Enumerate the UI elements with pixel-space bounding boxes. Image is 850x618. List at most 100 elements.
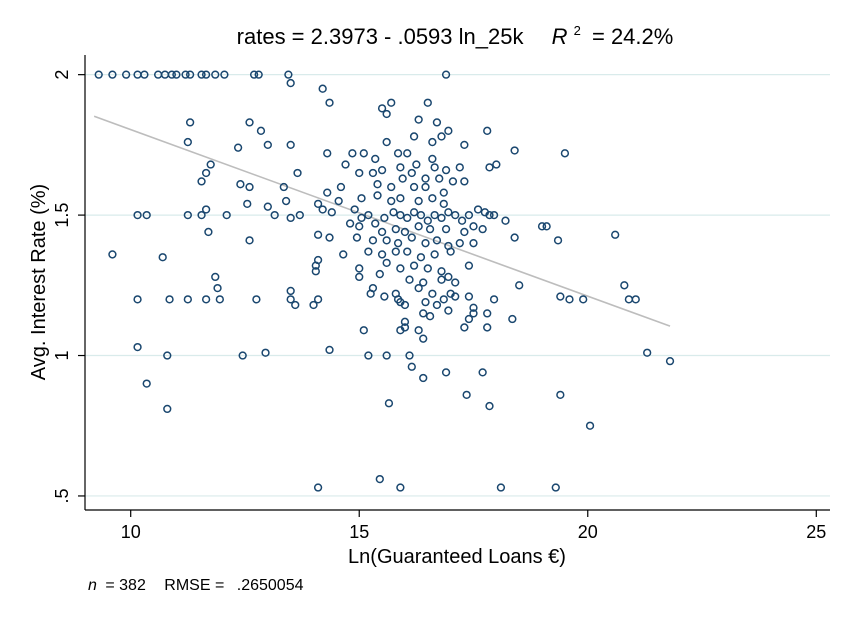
data-point: [398, 174, 407, 183]
data-point: [441, 70, 451, 79]
data-point: [270, 210, 279, 220]
data-point: [542, 222, 551, 231]
data-point: [448, 177, 458, 186]
x-tick-label: 20: [578, 522, 598, 542]
data-point: [368, 168, 378, 178]
data-point: [245, 236, 254, 245]
data-point: [464, 210, 474, 220]
data-point: [428, 194, 437, 203]
data-point: [439, 199, 448, 209]
data-point: [444, 272, 453, 282]
data-point: [206, 160, 215, 169]
data-point: [407, 362, 416, 371]
data-point: [396, 194, 405, 203]
data-point: [405, 275, 414, 284]
data-point: [396, 483, 405, 492]
data-point: [457, 216, 467, 225]
data-point: [460, 140, 469, 150]
data-point: [421, 239, 430, 248]
data-point: [313, 483, 323, 492]
data-point: [389, 208, 398, 217]
data-point: [400, 300, 410, 310]
y-axis-title: Avg. Interest Rate (%): [28, 184, 50, 380]
y-axis-ticks: .5 1 1.5 2: [52, 70, 85, 503]
data-point: [263, 140, 272, 150]
data-point: [375, 269, 384, 279]
x-axis-ticks: 10 15 20 25: [121, 510, 826, 542]
data-point: [382, 137, 391, 147]
data-point: [460, 227, 469, 237]
data-point: [339, 250, 348, 259]
data-point: [508, 314, 517, 324]
data-point: [377, 166, 387, 175]
data-point: [263, 202, 272, 211]
data-point: [483, 309, 492, 318]
data-point: [409, 208, 419, 217]
data-point: [551, 483, 560, 492]
y-tick-label: .5: [52, 488, 72, 503]
data-point: [323, 149, 332, 158]
data-point: [341, 160, 350, 169]
data-point: [348, 149, 357, 158]
data-point: [396, 326, 405, 335]
data-point: [439, 188, 448, 197]
grid-lines: [85, 74, 830, 497]
data-point: [368, 236, 378, 245]
data-point: [464, 261, 474, 270]
data-point: [323, 188, 332, 197]
data-point: [313, 230, 323, 239]
footnote-rmse-label: RMSE =: [164, 577, 224, 594]
data-point: [441, 166, 451, 175]
data-point: [460, 323, 469, 332]
data-point: [197, 210, 206, 220]
data-point: [414, 222, 423, 231]
data-point: [181, 70, 190, 79]
data-point: [579, 295, 588, 304]
data-point: [435, 174, 444, 183]
data-point: [201, 295, 211, 304]
data-point: [437, 267, 446, 276]
data-point: [414, 326, 423, 335]
data-point: [284, 70, 293, 79]
chart-title: rates = 2.3973 - .0593 ln_25k R 2 = 24.2…: [237, 15, 674, 49]
data-point: [421, 182, 430, 192]
data-point: [133, 295, 142, 304]
data-point: [197, 70, 206, 79]
data-point: [309, 300, 318, 310]
data-point: [185, 118, 195, 127]
data-point: [380, 213, 389, 223]
data-point: [364, 351, 373, 360]
data-point: [382, 236, 391, 245]
data-point: [375, 474, 384, 484]
data-point: [313, 295, 323, 304]
data-point: [391, 247, 400, 256]
data-point: [382, 109, 391, 119]
data-point: [414, 283, 423, 293]
data-point: [485, 163, 494, 172]
data-point: [325, 233, 334, 242]
data-point: [451, 278, 460, 287]
data-point: [243, 199, 252, 209]
data-point: [492, 160, 501, 169]
data-point: [140, 70, 149, 79]
data-point: [643, 348, 652, 357]
data-point: [233, 143, 243, 152]
data-point: [245, 118, 254, 127]
data-point: [163, 351, 172, 360]
data-point: [286, 78, 295, 88]
data-point: [133, 210, 142, 220]
title-equation: rates = 2.3973 - .0593 ln_25k: [237, 24, 525, 49]
footnote-n-label: n: [88, 577, 97, 594]
data-point: [396, 210, 405, 220]
data-point: [496, 483, 506, 492]
data-point: [311, 267, 320, 276]
data-point: [432, 118, 442, 127]
footnote: n = 382 RMSE = .2650054: [88, 577, 304, 594]
x-axis-title: Ln(Guaranteed Loans €): [348, 546, 566, 568]
data-point: [631, 295, 640, 304]
data-point: [425, 224, 435, 234]
data-point: [286, 295, 295, 304]
data-point: [393, 149, 403, 158]
footnote-n-value: = 382: [105, 577, 146, 594]
data-point: [451, 292, 460, 301]
